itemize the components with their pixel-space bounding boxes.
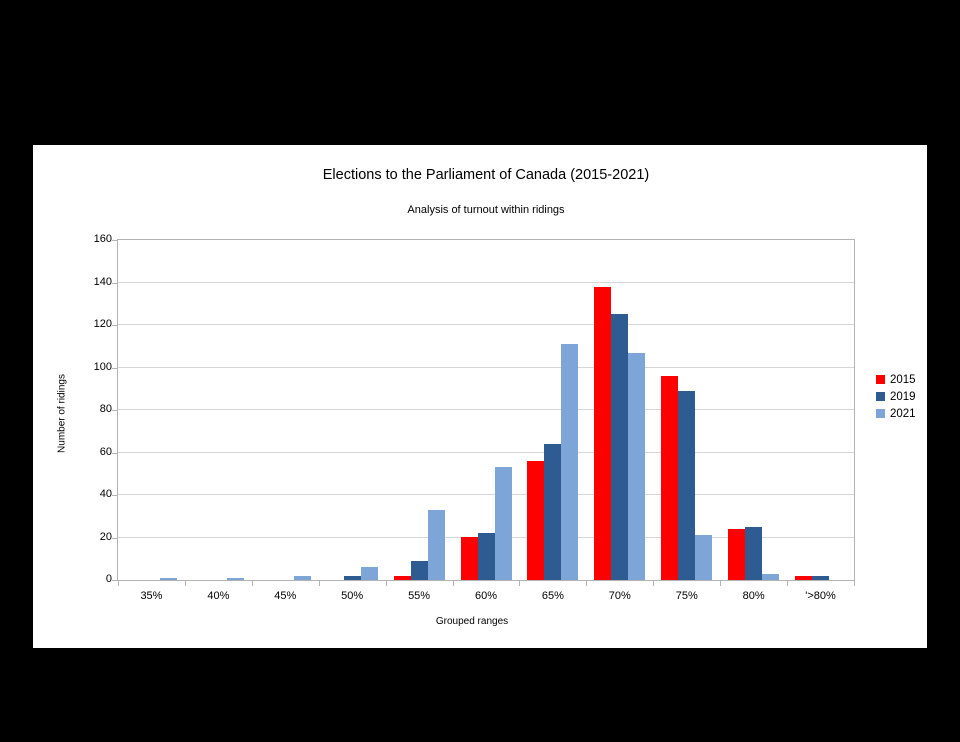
y-tick-label-140: 140 <box>93 275 112 288</box>
x-axis-tick <box>519 581 520 586</box>
x-tick-label-75%: 75% <box>675 590 698 602</box>
x-axis-tick <box>586 581 587 586</box>
gridline-120 <box>118 324 854 325</box>
legend-label-2015: 2015 <box>890 373 916 386</box>
x-axis-tick <box>386 581 387 586</box>
x-axis-tick <box>720 581 721 586</box>
bar-2021-45% <box>293 576 311 580</box>
legend-label-2019: 2019 <box>890 390 916 403</box>
x-axis-tick <box>453 581 454 586</box>
x-tick-label-55%: 55% <box>408 590 431 602</box>
legend: 2015 2019 2021 <box>876 371 916 422</box>
x-tick-label-35%: 35% <box>140 590 163 602</box>
bar-2021-55% <box>427 510 445 580</box>
y-axis-tick <box>112 367 117 369</box>
legend-item-2015: 2015 <box>876 371 916 388</box>
x-axis-title: Grouped ranges <box>435 616 509 627</box>
legend-label-2021: 2021 <box>890 407 916 420</box>
legend-item-2021: 2021 <box>876 405 916 422</box>
x-tick-label-65%: 65% <box>541 590 564 602</box>
x-axis-tick <box>185 581 186 586</box>
y-tick-label-0: 0 <box>105 573 112 585</box>
x-axis-tick <box>854 581 855 586</box>
legend-swatch-2015 <box>876 375 885 384</box>
legend-item-2019: 2019 <box>876 388 916 405</box>
y-axis-tick <box>112 282 117 284</box>
bar-2021-80% <box>762 574 780 580</box>
gridline-80 <box>118 409 854 410</box>
x-axis-tick <box>787 581 788 586</box>
bar-2019-55% <box>410 561 428 580</box>
bar-2015-80% <box>728 529 746 580</box>
x-tick-label-'>80%: '>80% <box>805 590 836 602</box>
bar-2019-'>80% <box>812 576 830 580</box>
y-tick-label-20: 20 <box>99 530 112 543</box>
bar-2019-70% <box>611 314 629 580</box>
chart-subtitle: Analysis of turnout within ridings <box>407 204 565 216</box>
bar-2019-50% <box>343 576 361 580</box>
x-axis-tick <box>319 581 320 586</box>
x-tick-label-70%: 70% <box>608 590 631 602</box>
gridline-40 <box>118 494 854 495</box>
gridline-140 <box>118 281 854 283</box>
y-axis-tick <box>112 240 117 241</box>
bar-2021-50% <box>360 567 378 580</box>
plot-area <box>117 239 855 581</box>
bar-2015-60% <box>460 537 478 580</box>
bar-2015-55% <box>393 576 411 580</box>
bar-2021-35% <box>159 578 177 580</box>
chart-canvas: Elections to the Parliament of Canada (2… <box>33 145 927 648</box>
y-axis-tick <box>112 537 117 539</box>
gridline-60 <box>118 451 854 453</box>
y-tick-label-80: 80 <box>99 403 112 415</box>
bar-2021-65% <box>561 344 579 580</box>
y-axis-tick <box>112 452 117 454</box>
y-tick-label-120: 120 <box>93 318 112 330</box>
bar-2019-60% <box>477 533 495 580</box>
chart-title: Elections to the Parliament of Canada (2… <box>322 167 650 183</box>
y-axis-title: Number of ridings <box>56 374 68 453</box>
x-axis-tick <box>118 581 119 586</box>
legend-swatch-2019 <box>876 392 885 401</box>
x-tick-label-60%: 60% <box>474 590 497 602</box>
x-axis-tick <box>252 581 253 586</box>
y-axis-tick <box>112 580 117 581</box>
bar-2015-65% <box>527 461 545 580</box>
y-axis-tick <box>112 410 117 411</box>
bar-2015-'>80% <box>795 576 813 580</box>
x-tick-label-80%: 80% <box>742 590 765 602</box>
bar-2019-75% <box>678 391 696 580</box>
y-tick-label-60: 60 <box>99 445 112 458</box>
legend-swatch-2021 <box>876 409 885 418</box>
bar-2015-70% <box>594 287 612 580</box>
y-tick-label-100: 100 <box>93 360 112 373</box>
bar-2019-80% <box>745 527 763 580</box>
bar-2021-75% <box>695 535 713 580</box>
bar-2019-65% <box>544 444 562 580</box>
x-tick-label-40%: 40% <box>207 590 230 602</box>
y-axis-tick <box>112 495 117 496</box>
x-tick-label-45%: 45% <box>274 590 297 602</box>
y-tick-label-40: 40 <box>99 488 112 500</box>
bar-2021-60% <box>494 467 512 580</box>
x-axis-tick <box>653 581 654 586</box>
x-tick-label-50%: 50% <box>341 590 364 602</box>
bar-2015-75% <box>661 376 679 580</box>
gridline-100 <box>118 366 854 368</box>
bar-2021-70% <box>628 353 646 580</box>
bar-2021-40% <box>226 578 244 580</box>
y-axis-tick <box>112 325 117 326</box>
y-tick-label-160: 160 <box>93 233 112 245</box>
